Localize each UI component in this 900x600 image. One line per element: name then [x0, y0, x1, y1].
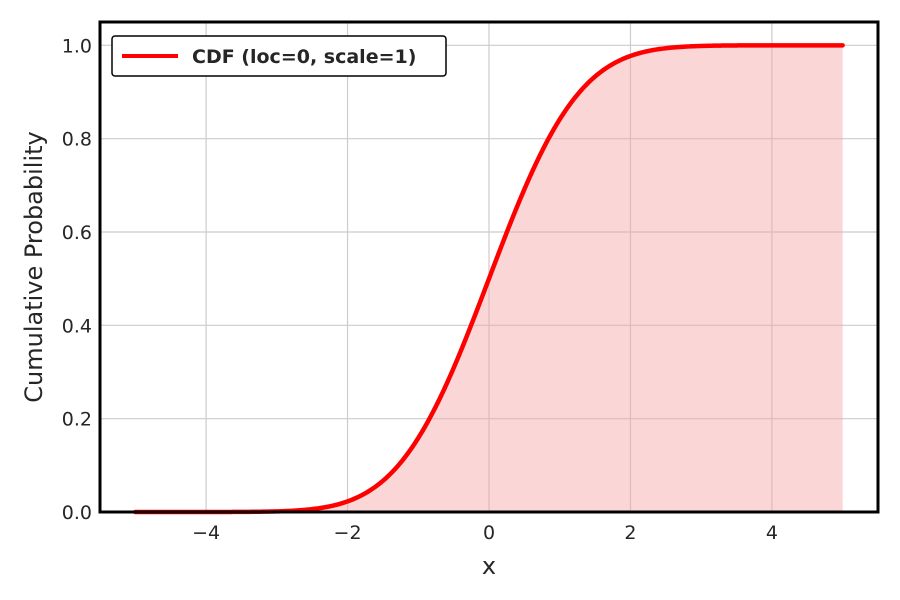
x-tick-label: 0 — [483, 522, 495, 544]
x-tick-label: −2 — [334, 522, 362, 544]
x-tick-label: 2 — [624, 522, 636, 544]
y-tick-labels: 0.0 0.2 0.4 0.6 0.8 1.0 — [62, 35, 92, 524]
legend-box — [111, 35, 447, 77]
y-tick-label: 0.2 — [62, 409, 92, 431]
plot-frame — [98, 20, 880, 514]
y-tick-label: 1.0 — [62, 35, 92, 57]
x-tick-label: −4 — [192, 522, 220, 544]
y-tick-label: 0.8 — [62, 129, 92, 151]
cdf-fill-area — [135, 45, 843, 512]
area-layer — [135, 45, 843, 512]
x-axis-label: x — [482, 552, 496, 580]
y-tick-label: 0.6 — [62, 222, 92, 244]
x-tick-labels: −4 −2 0 2 4 — [192, 522, 778, 544]
y-tick-label: 0.0 — [62, 502, 92, 524]
legend-label: CDF (loc=0, scale=1) — [192, 46, 416, 68]
y-tick-label: 0.4 — [62, 315, 92, 337]
legend: CDF (loc=0, scale=1) — [111, 35, 447, 77]
x-tick-label: 4 — [766, 522, 778, 544]
y-axis-label: Cumulative Probability — [20, 131, 48, 402]
